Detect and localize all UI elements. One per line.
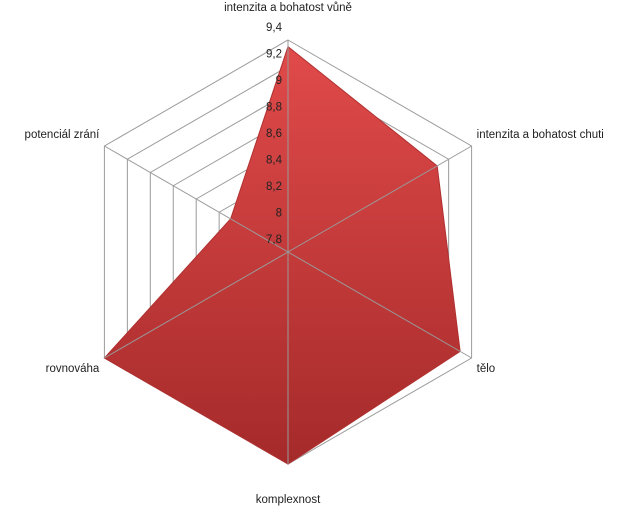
spoke <box>104 251 289 359</box>
category-label: rovnováha <box>46 363 100 375</box>
tick-label: 8,8 <box>266 102 282 114</box>
tick-label: 8 <box>276 208 282 220</box>
category-label: intenzita a bohatost chuti <box>477 129 604 141</box>
category-label: tělo <box>477 363 496 375</box>
category-label: komplexnost <box>256 494 321 506</box>
tick-label: 7,8 <box>266 234 282 246</box>
tick-label: 8,6 <box>266 128 282 140</box>
tick-label: 8,2 <box>266 181 282 193</box>
tick-label: 9,4 <box>266 22 283 34</box>
tick-label: 8,4 <box>266 155 283 167</box>
spoke <box>287 251 472 359</box>
spoke <box>104 145 289 253</box>
category-label: potenciál zrání <box>25 129 101 141</box>
tick-label: 9,2 <box>266 49 282 61</box>
category-label: intenzita a bohatost vůně <box>224 2 352 14</box>
spoke <box>287 145 472 253</box>
tick-label: 9 <box>276 75 282 87</box>
